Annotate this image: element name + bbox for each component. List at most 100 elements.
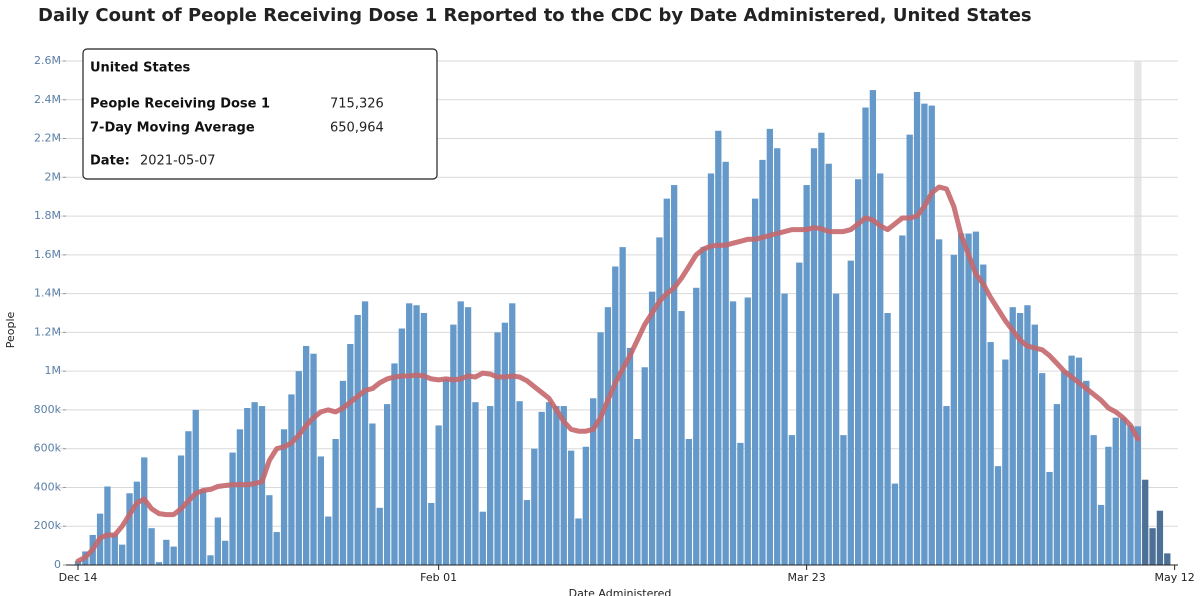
x-axis-label: Date Administered xyxy=(569,587,672,596)
bar xyxy=(258,406,266,565)
bar xyxy=(715,130,722,566)
bar xyxy=(1024,305,1031,565)
bar xyxy=(825,163,832,565)
bar xyxy=(148,528,155,565)
bar xyxy=(1046,471,1053,565)
bar xyxy=(222,540,229,565)
bar xyxy=(671,185,678,566)
bar xyxy=(884,313,891,565)
bar xyxy=(442,378,450,565)
bar xyxy=(1083,380,1090,565)
bar xyxy=(1164,553,1171,565)
bar xyxy=(560,406,567,565)
y-tick-label: 0 xyxy=(54,558,61,571)
y-tick-label: 400k xyxy=(34,480,62,493)
y-tick-label: 1.8M xyxy=(34,209,61,222)
bar xyxy=(406,303,413,565)
bar xyxy=(1002,359,1009,565)
bar xyxy=(1142,479,1149,565)
bar xyxy=(796,262,803,565)
bar xyxy=(487,406,494,565)
bar xyxy=(450,324,457,565)
bar xyxy=(516,401,523,565)
bar xyxy=(126,493,133,565)
bar xyxy=(744,297,751,565)
bar xyxy=(295,371,302,565)
y-tick-label: 1.6M xyxy=(34,248,61,261)
bar xyxy=(391,363,398,565)
bar xyxy=(1156,510,1164,565)
bar xyxy=(339,380,347,565)
bar xyxy=(1134,426,1141,565)
tooltip-title: United States xyxy=(90,61,191,76)
tooltip-label: People Receiving Dose 1 xyxy=(90,97,270,112)
bar xyxy=(958,233,965,565)
y-tick-label: 800k xyxy=(34,403,62,416)
bar xyxy=(803,185,810,566)
bar xyxy=(722,161,729,566)
tooltip-value: 715,326 xyxy=(330,97,384,112)
bar xyxy=(1075,357,1083,565)
bar xyxy=(972,231,980,566)
bar xyxy=(538,411,545,565)
bar xyxy=(163,539,170,565)
bar xyxy=(501,322,509,565)
bar xyxy=(987,342,994,565)
bar xyxy=(523,500,531,565)
bar xyxy=(1009,307,1016,565)
tooltip-date: 2021-05-07 xyxy=(140,154,216,169)
bar xyxy=(766,128,773,565)
bar xyxy=(685,439,693,565)
bar xyxy=(832,293,840,565)
y-tick-label: 1.4M xyxy=(34,287,61,300)
bar xyxy=(288,394,295,565)
bar xyxy=(354,314,361,565)
y-tick-label: 600k xyxy=(34,442,62,455)
x-tick-label: May 12 xyxy=(1155,571,1195,584)
bar xyxy=(1061,371,1068,565)
bar xyxy=(626,347,634,565)
bar xyxy=(737,442,744,565)
bar xyxy=(1053,404,1061,565)
highlight-band xyxy=(1134,61,1142,565)
bar xyxy=(935,239,943,566)
bar xyxy=(1149,528,1156,565)
bar xyxy=(229,452,236,565)
bar xyxy=(1112,417,1119,565)
bar xyxy=(236,429,244,565)
bar xyxy=(943,406,950,565)
bar xyxy=(104,486,111,565)
bar xyxy=(413,305,420,565)
y-tick-label: 1.2M xyxy=(34,325,61,338)
bar xyxy=(582,446,589,565)
bar xyxy=(1119,417,1127,565)
bar xyxy=(759,159,766,565)
bar xyxy=(1016,313,1024,565)
bar xyxy=(494,332,501,565)
bar xyxy=(1039,373,1046,565)
bar xyxy=(1097,504,1105,565)
bar xyxy=(303,345,310,565)
bar xyxy=(111,533,118,565)
tooltip-label: 7-Day Moving Average xyxy=(90,121,255,136)
bar xyxy=(479,511,486,565)
bar xyxy=(928,105,935,565)
bar xyxy=(383,404,391,565)
x-tick-label: Dec 14 xyxy=(59,571,98,584)
tooltip-date-label: Date: xyxy=(90,154,130,169)
bar xyxy=(906,134,913,565)
x-tick-label: Feb 01 xyxy=(420,571,457,584)
tooltip-box xyxy=(82,48,438,180)
bar xyxy=(428,502,435,565)
bar xyxy=(950,254,957,565)
bar xyxy=(332,439,339,565)
bar xyxy=(700,247,707,566)
bar xyxy=(207,555,214,565)
bar xyxy=(553,406,560,565)
y-tick-label: 1M xyxy=(45,364,62,377)
bar xyxy=(310,353,317,565)
bar xyxy=(634,439,641,565)
bar xyxy=(663,198,670,565)
bar xyxy=(575,518,582,565)
bar xyxy=(347,344,354,565)
